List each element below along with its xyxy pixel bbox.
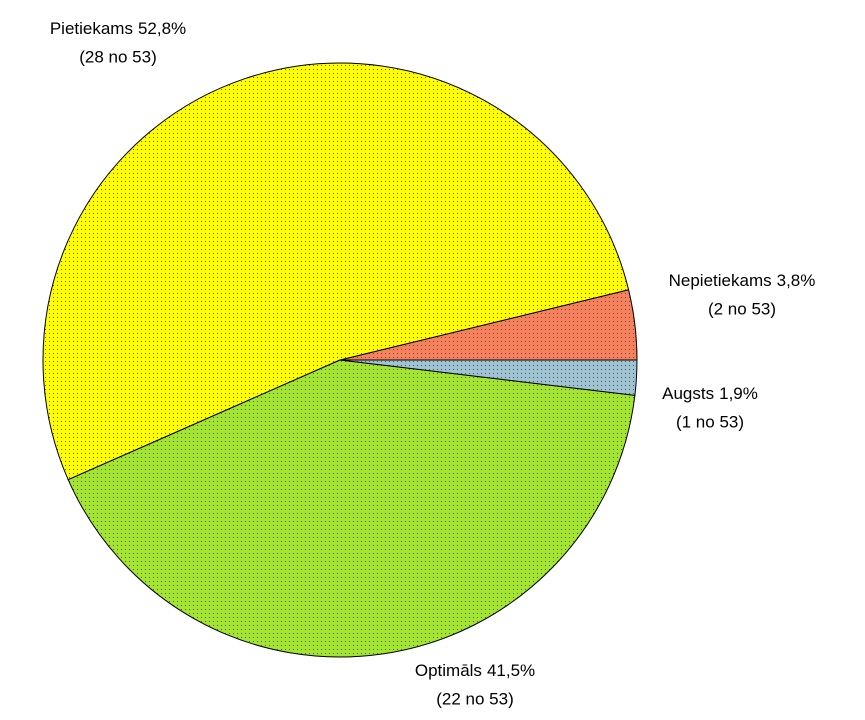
pie-slice	[42, 62, 630, 481]
value-label: 1,9%	[719, 384, 758, 403]
value-label: 41,5%	[487, 661, 535, 680]
slice-label: Nepietiekams 3,8%	[669, 271, 816, 290]
pie-slice	[67, 359, 636, 658]
category-label: Optimāls	[415, 661, 482, 680]
slice-label: Optimāls 41,5%	[415, 661, 535, 680]
count-label: (22 no 53)	[436, 689, 514, 708]
count-label: (1 no 53)	[676, 412, 744, 431]
category-label: Augsts	[662, 384, 714, 403]
category-label: Nepietiekams	[669, 271, 772, 290]
category-label: Pietiekams	[50, 19, 133, 38]
slice-label: Pietiekams 52,8%	[50, 19, 186, 38]
pie-slice	[339, 359, 638, 396]
value-label: 3,8%	[777, 271, 816, 290]
value-label: 52,8%	[138, 19, 186, 38]
slice-label: Augsts 1,9%	[662, 384, 758, 403]
count-label: (2 no 53)	[708, 299, 776, 318]
count-label: (28 no 53)	[79, 47, 157, 66]
